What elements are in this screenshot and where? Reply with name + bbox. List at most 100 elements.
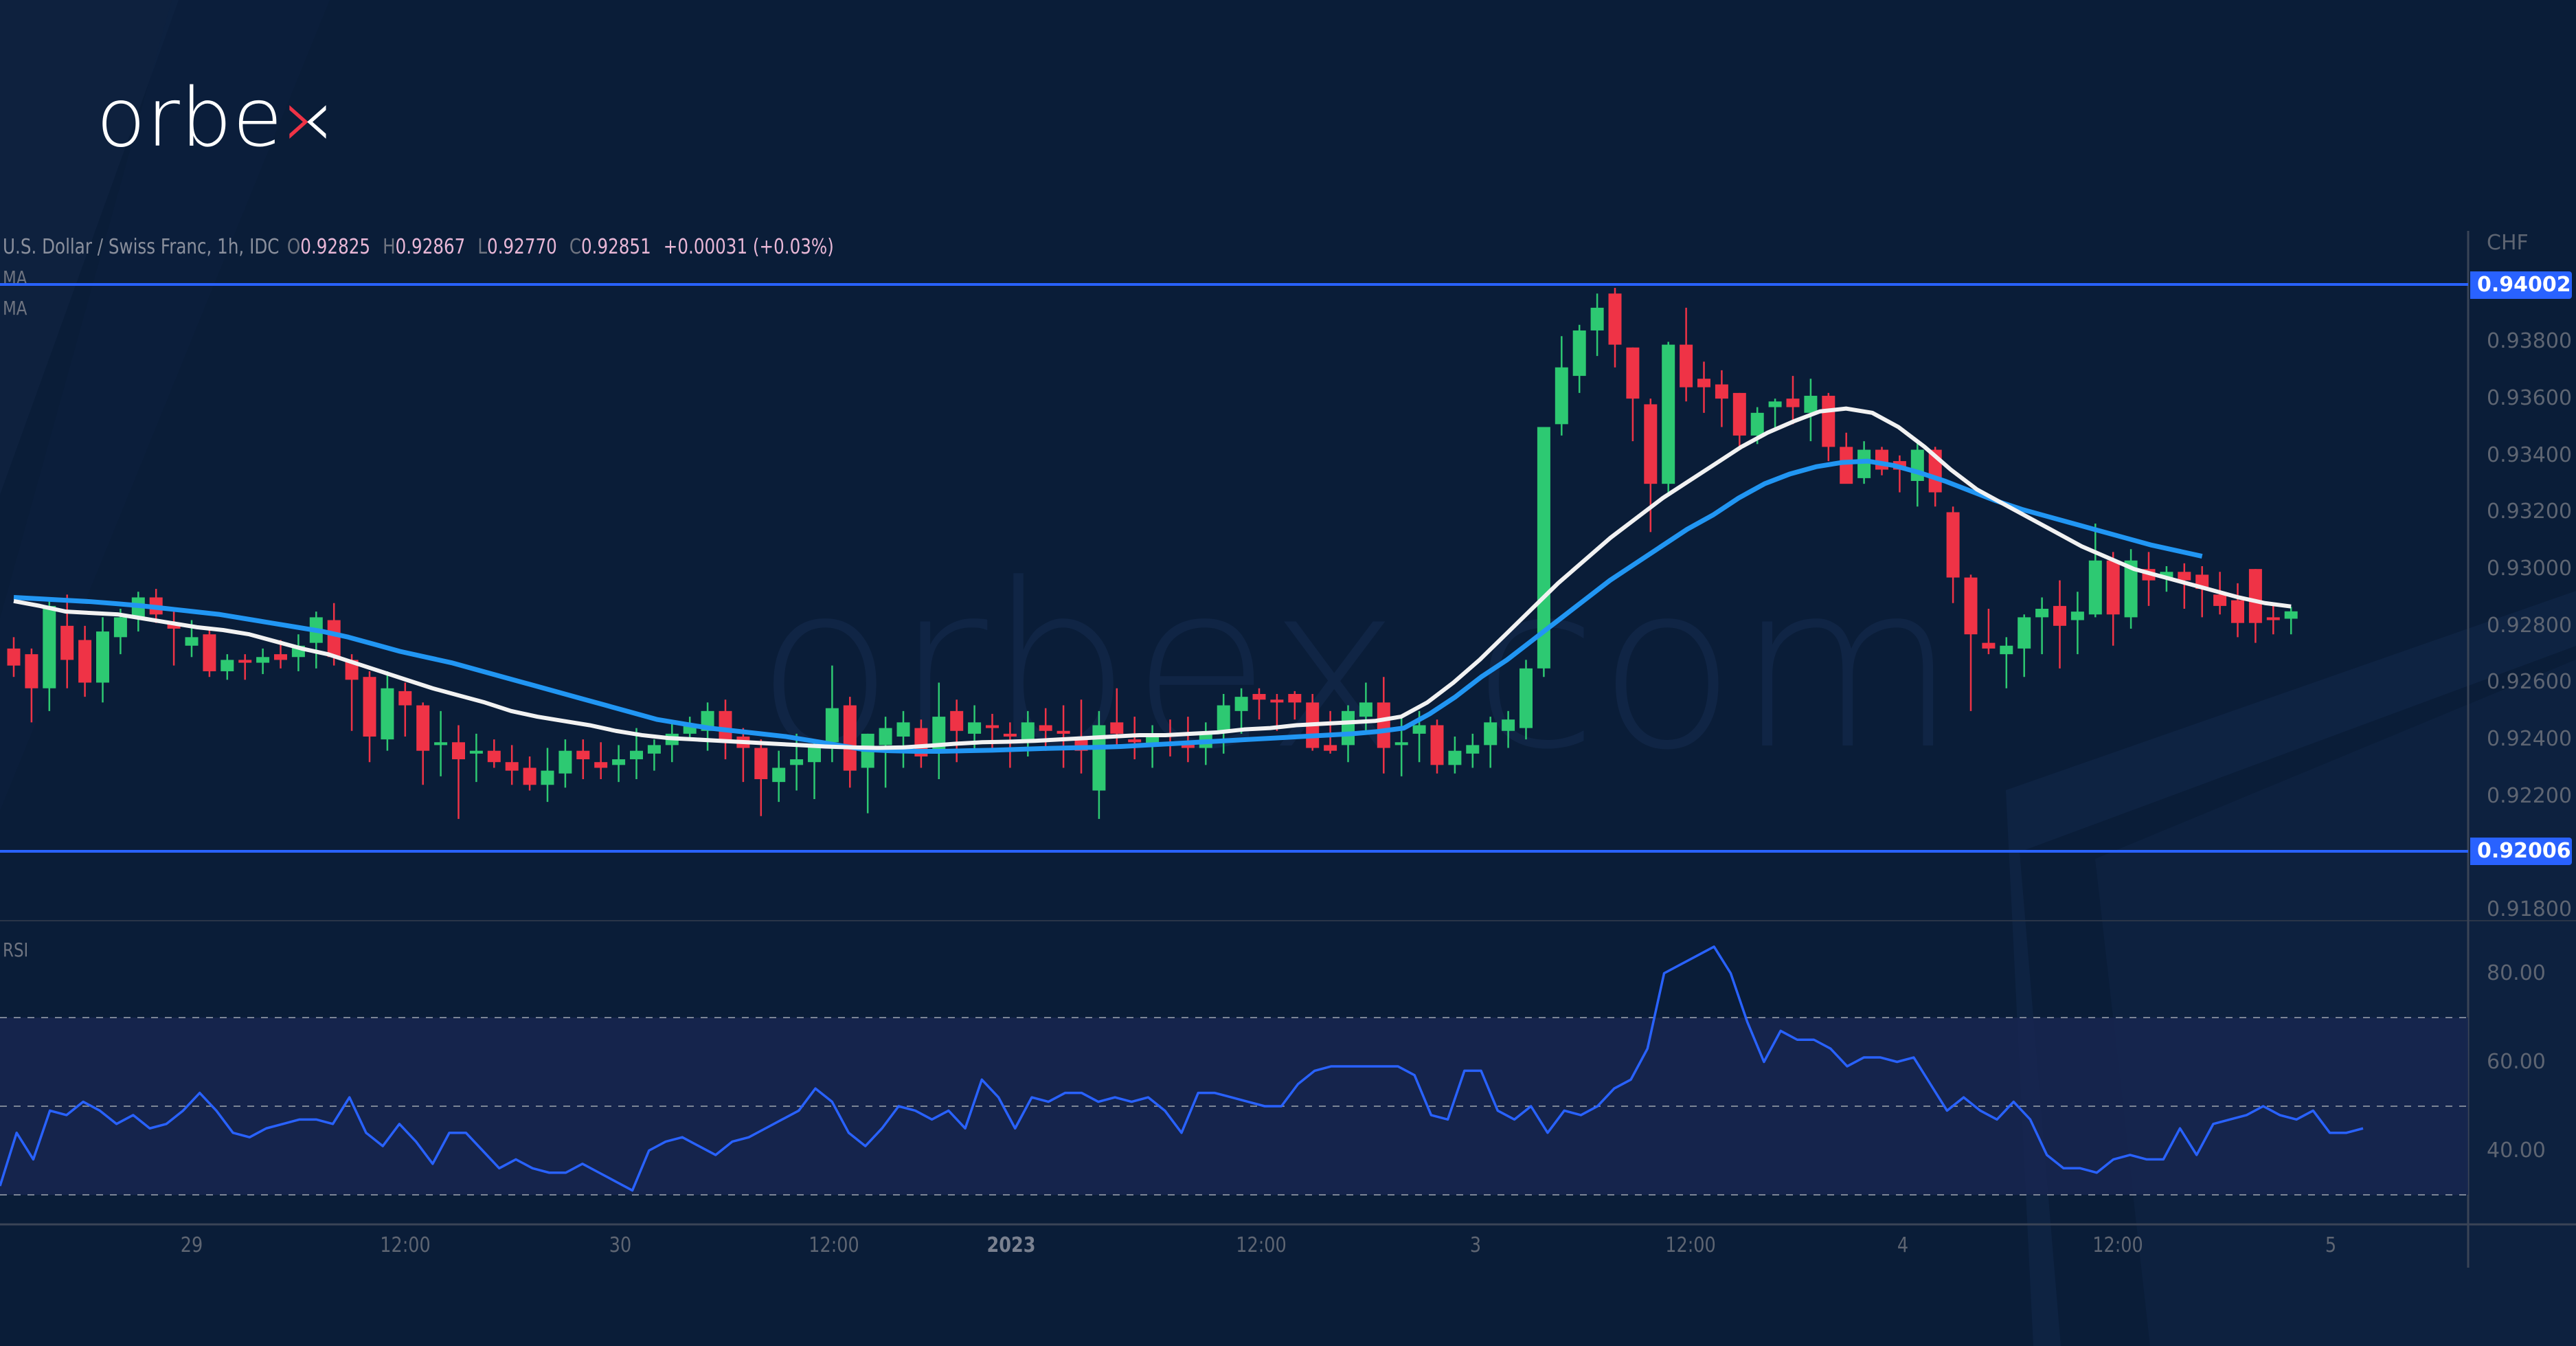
- candle-down[interactable]: [843, 705, 857, 771]
- candle-down[interactable]: [950, 710, 964, 731]
- candle-up[interactable]: [2070, 612, 2084, 620]
- candle-down[interactable]: [452, 742, 465, 760]
- candle-down[interactable]: [1680, 344, 1693, 388]
- candle-up[interactable]: [808, 745, 821, 763]
- candle-down[interactable]: [1608, 293, 1622, 345]
- candle-up[interactable]: [1217, 705, 1230, 731]
- candle-up[interactable]: [932, 717, 946, 751]
- candle-up[interactable]: [1555, 367, 1568, 425]
- candle-down[interactable]: [2231, 600, 2244, 623]
- candle-up[interactable]: [2088, 560, 2102, 615]
- candle-down[interactable]: [203, 634, 216, 671]
- candle-up[interactable]: [2284, 611, 2298, 619]
- candle-up[interactable]: [541, 770, 554, 785]
- candle-up[interactable]: [2160, 572, 2173, 578]
- candle-down[interactable]: [523, 767, 536, 785]
- candle-up[interactable]: [1662, 344, 1675, 484]
- candle-down[interactable]: [1697, 379, 1710, 388]
- candle-up[interactable]: [1234, 697, 1248, 711]
- candle-up[interactable]: [896, 722, 910, 737]
- candle-up[interactable]: [612, 759, 626, 765]
- candle-down[interactable]: [2213, 594, 2227, 606]
- candle-down[interactable]: [78, 640, 92, 683]
- candle-up[interactable]: [1502, 719, 1515, 731]
- candle-up[interactable]: [221, 660, 234, 671]
- candle-down[interactable]: [1377, 702, 1390, 748]
- candle-up[interactable]: [558, 750, 572, 774]
- candle-up[interactable]: [630, 750, 643, 760]
- candle-down[interactable]: [2106, 560, 2120, 615]
- candle-down[interactable]: [1946, 512, 1960, 578]
- candle-up[interactable]: [879, 728, 892, 745]
- candle-up[interactable]: [185, 637, 199, 646]
- candle-down[interactable]: [1964, 577, 1978, 635]
- candle-down[interactable]: [1786, 399, 1800, 407]
- candle-down[interactable]: [1252, 694, 1266, 700]
- candle-down[interactable]: [1644, 404, 1658, 484]
- candle-up[interactable]: [2124, 560, 2138, 618]
- candle-up[interactable]: [1804, 396, 1818, 413]
- candle-up[interactable]: [2018, 617, 2031, 649]
- candle-down[interactable]: [1128, 739, 1142, 743]
- candle-down[interactable]: [1003, 733, 1017, 737]
- candle-down[interactable]: [2266, 617, 2280, 620]
- candle-up[interactable]: [96, 631, 109, 683]
- candle-down[interactable]: [719, 710, 732, 740]
- candle-up[interactable]: [1021, 722, 1035, 740]
- candle-down[interactable]: [576, 750, 590, 760]
- candle-down[interactable]: [1715, 384, 1728, 399]
- candle-down[interactable]: [1626, 347, 1640, 399]
- candle-up[interactable]: [1484, 722, 1498, 745]
- candle-down[interactable]: [416, 705, 430, 751]
- candle-up[interactable]: [434, 742, 448, 745]
- candle-up[interactable]: [2000, 645, 2013, 655]
- candle-up[interactable]: [1342, 710, 1355, 745]
- candle-down[interactable]: [1840, 447, 1853, 484]
- candle-down[interactable]: [1270, 699, 1284, 703]
- candle-up[interactable]: [1910, 449, 1924, 482]
- candle-down[interactable]: [60, 625, 74, 660]
- candle-up[interactable]: [1857, 449, 1871, 478]
- candle-down[interactable]: [1982, 642, 1996, 649]
- candle-down[interactable]: [363, 677, 376, 737]
- candle-up[interactable]: [1590, 307, 1604, 330]
- candle-down[interactable]: [754, 748, 768, 780]
- candle-down[interactable]: [1822, 396, 1835, 447]
- candle-down[interactable]: [1324, 745, 1337, 751]
- candle-up[interactable]: [2035, 609, 2049, 618]
- candle-down[interactable]: [2053, 605, 2066, 626]
- candle-up[interactable]: [113, 617, 127, 638]
- candle-down[interactable]: [1430, 725, 1444, 765]
- candle-up[interactable]: [772, 767, 786, 783]
- candle-up[interactable]: [1466, 745, 1480, 754]
- candle-down[interactable]: [274, 654, 287, 660]
- candle-down[interactable]: [1039, 725, 1052, 731]
- candle-up[interactable]: [1572, 330, 1586, 377]
- candle-down[interactable]: [1110, 722, 1124, 734]
- candle-up[interactable]: [790, 759, 804, 765]
- ma-slow-label[interactable]: MA: [3, 297, 27, 319]
- candle-down[interactable]: [2248, 569, 2262, 623]
- candle-up[interactable]: [825, 708, 839, 743]
- candle-down[interactable]: [487, 750, 501, 763]
- candle-up[interactable]: [469, 750, 483, 754]
- candle-down[interactable]: [398, 691, 412, 706]
- candle-down[interactable]: [986, 725, 999, 728]
- candle-down[interactable]: [327, 620, 341, 658]
- candle-up[interactable]: [1092, 725, 1106, 791]
- rsi-label[interactable]: RSI: [3, 939, 29, 961]
- candle-up[interactable]: [1519, 668, 1533, 728]
- candle-up[interactable]: [256, 657, 270, 663]
- candle-down[interactable]: [505, 762, 519, 771]
- candle-up[interactable]: [1750, 412, 1764, 436]
- candle-down[interactable]: [1288, 694, 1302, 703]
- candle-up[interactable]: [43, 605, 56, 688]
- candle-up[interactable]: [1537, 427, 1550, 669]
- candle-up[interactable]: [1768, 401, 1782, 407]
- candle-down[interactable]: [2178, 572, 2191, 581]
- candle-up[interactable]: [1359, 702, 1372, 717]
- candle-up[interactable]: [968, 722, 982, 734]
- candle-down[interactable]: [1732, 392, 1746, 436]
- candle-up[interactable]: [647, 745, 661, 754]
